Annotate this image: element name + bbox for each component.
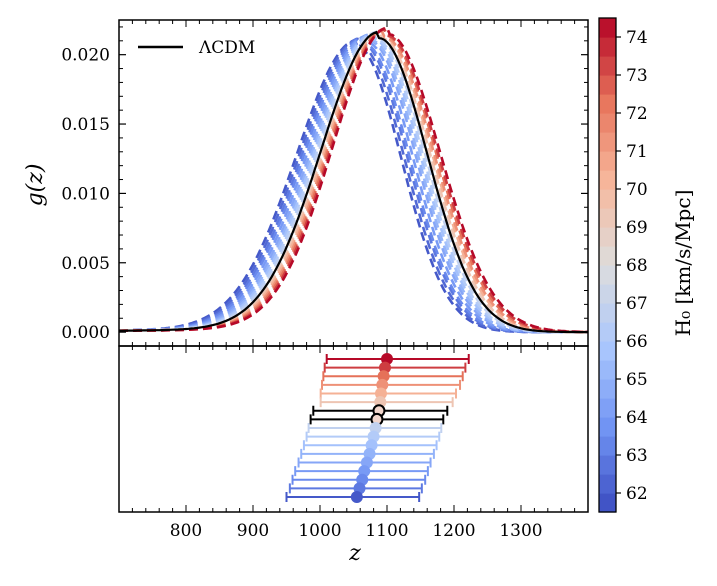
y-axis-label: g(z): [23, 164, 48, 207]
series-line-h0-73.4: [119, 27, 588, 334]
colorbar-segment: [599, 37, 616, 57]
x-axis-label: z: [348, 541, 361, 566]
colorbar-tick-label: 73: [626, 66, 648, 86]
colorbar-segment: [599, 493, 616, 513]
colorbar-segment: [599, 436, 616, 456]
x-tick-label: 1100: [365, 521, 408, 541]
colorbar-tick-label: 74: [626, 28, 648, 48]
colorbar-segment: [599, 208, 616, 228]
x-tick-label: 900: [237, 521, 269, 541]
x-tick-label: 1000: [298, 521, 341, 541]
colorbar-tick-label: 65: [626, 370, 648, 390]
colorbar-tick-label: 70: [626, 180, 648, 200]
colorbar-segment: [599, 56, 616, 76]
colorbar-segment: [599, 227, 616, 247]
x-tick-label: 800: [170, 521, 202, 541]
colorbar-segment: [599, 341, 616, 361]
colorbar-tick-label: 68: [626, 256, 648, 276]
colorbar-tick-label: 63: [626, 446, 648, 466]
colorbar-tick-label: 71: [626, 142, 648, 162]
colorbar-segment: [599, 322, 616, 342]
y-tick-label: 0.020: [61, 46, 110, 66]
colorbar-segment: [599, 170, 616, 190]
lcdm-line: [119, 30, 588, 334]
y-tick-label: 0.000: [61, 323, 110, 343]
colorbar-segment: [599, 94, 616, 114]
colorbar-segment: [599, 132, 616, 152]
colorbar-segment: [599, 265, 616, 285]
colorbar-tick-label: 72: [626, 104, 648, 124]
colorbar-label: H₀ [km/s/Mpc]: [671, 190, 695, 337]
colorbar-segment: [599, 284, 616, 304]
colorbar-tick-label: 64: [626, 408, 648, 428]
colorbar-segment: [599, 151, 616, 171]
series-line-h0-74.4: [119, 26, 588, 334]
colorbar: 62 63 64 65 66 67 68 69 70 71 72 73 74: [598, 17, 648, 513]
colorbar-segment: [599, 379, 616, 399]
data-point: [350, 491, 363, 503]
colorbar-segment: [599, 398, 616, 418]
colorbar-segment: [599, 113, 616, 133]
series-line-h0-61.9: [119, 38, 588, 334]
colorbar-segment: [599, 360, 616, 380]
x-tick-label: 1300: [499, 521, 542, 541]
x-tick-label: 1200: [432, 521, 475, 541]
y-tick-label: 0.015: [61, 115, 110, 135]
colorbar-tick-label: 66: [626, 332, 648, 352]
colorbar-segment: [599, 189, 616, 209]
bottom-frame: [118, 345, 589, 513]
y-tick-label: 0.010: [61, 184, 110, 204]
colorbar-segment: [599, 417, 616, 437]
colorbar-segment: [599, 18, 616, 38]
top-plot-area: [119, 26, 588, 334]
data-point: [374, 387, 387, 400]
colorbar-tick-label: 62: [626, 484, 648, 504]
colorbar-segment: [599, 246, 616, 266]
colorbar-tick-label: 67: [626, 294, 648, 314]
colorbar-segment: [599, 455, 616, 475]
legend-label-lcdm: ΛCDM: [198, 38, 255, 58]
colorbar-segment: [599, 474, 616, 494]
bottom-panel: 800 900 1000 1100 1200 1300: [118, 345, 589, 541]
y-tick-label: 0.005: [61, 254, 110, 274]
colorbar-tick-label: 69: [626, 218, 648, 238]
colorbar-segment: [599, 303, 616, 323]
colorbar-segment: [599, 75, 616, 95]
top-panel: 0.000 0.005 0.010 0.015 0.020 ΛCDM: [61, 19, 589, 347]
